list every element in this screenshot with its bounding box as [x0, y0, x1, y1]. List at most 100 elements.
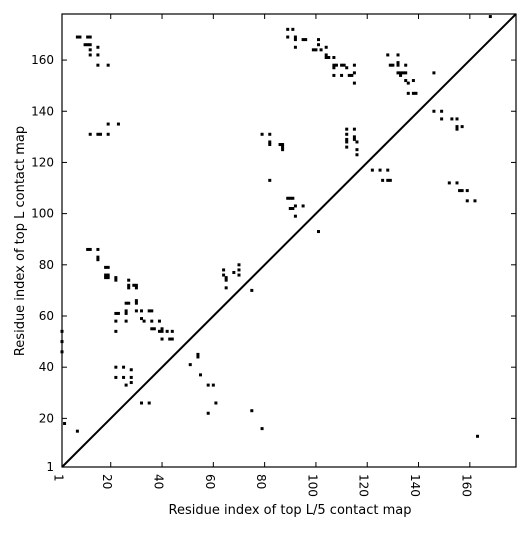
- x-tick-label: 60: [203, 474, 217, 489]
- contact-point: [106, 265, 110, 269]
- contact-point: [147, 401, 151, 405]
- contact-point: [268, 132, 272, 136]
- contact-point: [250, 288, 254, 292]
- contact-point: [396, 61, 400, 65]
- contact-point: [129, 375, 133, 379]
- contact-point: [345, 137, 349, 141]
- contact-point: [355, 148, 359, 152]
- contact-point: [345, 66, 349, 70]
- contact-point: [134, 301, 138, 305]
- x-tick-label: 100: [305, 474, 319, 497]
- contact-point: [96, 255, 100, 259]
- contact-point: [157, 319, 161, 323]
- contact-point: [157, 329, 161, 333]
- y-tick-label: 100: [31, 207, 54, 221]
- contact-point: [440, 109, 444, 113]
- contact-point: [406, 91, 410, 95]
- contact-point: [465, 199, 469, 203]
- contact-point: [455, 117, 459, 121]
- contact-point: [160, 327, 164, 331]
- contact-point: [211, 383, 215, 387]
- contact-point: [134, 299, 138, 303]
- contact-point: [352, 135, 356, 139]
- contact-point: [132, 283, 136, 287]
- contact-point: [88, 132, 92, 136]
- contact-point: [222, 273, 226, 277]
- contact-point: [432, 71, 436, 75]
- contact-point: [114, 278, 118, 282]
- contact-point: [411, 79, 415, 83]
- contact-point: [301, 204, 305, 208]
- y-tick-label: 80: [39, 258, 54, 272]
- contact-point: [352, 81, 356, 85]
- y-tick-label: 140: [31, 104, 54, 118]
- contact-point: [388, 63, 392, 67]
- contact-point: [345, 140, 349, 144]
- marks-layer: [60, 15, 492, 438]
- contact-point: [88, 48, 92, 52]
- contact-point: [114, 375, 118, 379]
- contact-point: [440, 117, 444, 121]
- contact-point: [347, 73, 351, 77]
- x-tick-label: 40: [152, 474, 166, 489]
- contact-point: [288, 207, 292, 211]
- contact-point: [281, 145, 285, 149]
- contact-point: [188, 363, 192, 367]
- contact-point: [134, 309, 138, 313]
- contact-point: [406, 81, 410, 85]
- contact-point: [122, 375, 126, 379]
- contact-point: [340, 73, 344, 77]
- contact-point: [316, 230, 320, 234]
- contact-point: [293, 45, 297, 49]
- x-axis: 1 20 40 60 80 100 120 140 160: [52, 14, 473, 497]
- contact-point: [327, 56, 331, 60]
- contact-point: [63, 421, 67, 425]
- contact-point: [399, 73, 403, 77]
- contact-point: [465, 189, 469, 193]
- x-tick-label: 140: [408, 474, 422, 497]
- contact-point: [288, 196, 292, 200]
- contact-point: [352, 137, 356, 141]
- contact-point: [342, 63, 346, 67]
- y-axis-label: Residue index of top L contact map: [13, 126, 28, 356]
- contact-point: [286, 27, 290, 31]
- contact-point: [104, 273, 108, 277]
- contact-point: [196, 352, 200, 356]
- contact-point: [345, 132, 349, 136]
- contact-point: [250, 409, 254, 413]
- contact-point: [355, 153, 359, 157]
- contact-point: [450, 117, 454, 121]
- contact-point: [114, 365, 118, 369]
- contact-point: [140, 401, 144, 405]
- contact-point: [147, 309, 151, 313]
- contact-point: [224, 286, 228, 290]
- x-tick-label: 1: [52, 474, 66, 482]
- contact-point: [268, 178, 272, 182]
- y-tick-label: 60: [39, 309, 54, 323]
- contact-point: [401, 71, 405, 75]
- contact-point: [88, 43, 92, 47]
- contact-point: [224, 278, 228, 282]
- contact-point: [150, 327, 154, 331]
- contact-point: [152, 327, 156, 331]
- contact-point: [150, 319, 154, 323]
- contact-point: [293, 38, 297, 42]
- y-tick-label: 1: [46, 460, 54, 474]
- contact-point: [170, 329, 174, 333]
- contact-point: [127, 278, 131, 282]
- contact-point: [455, 125, 459, 129]
- contact-point: [222, 268, 226, 272]
- y-tick-label: 20: [39, 411, 54, 425]
- contact-point: [106, 132, 110, 136]
- contact-point: [316, 38, 320, 42]
- contact-point: [355, 140, 359, 144]
- contact-point: [458, 189, 462, 193]
- contact-point: [214, 401, 218, 405]
- y-tick-label: 160: [31, 53, 54, 67]
- contact-point: [160, 337, 164, 341]
- contact-point: [345, 145, 349, 149]
- contact-point: [104, 276, 108, 280]
- contact-point: [124, 301, 128, 305]
- y-tick-label: 120: [31, 155, 54, 169]
- contact-point: [86, 35, 90, 39]
